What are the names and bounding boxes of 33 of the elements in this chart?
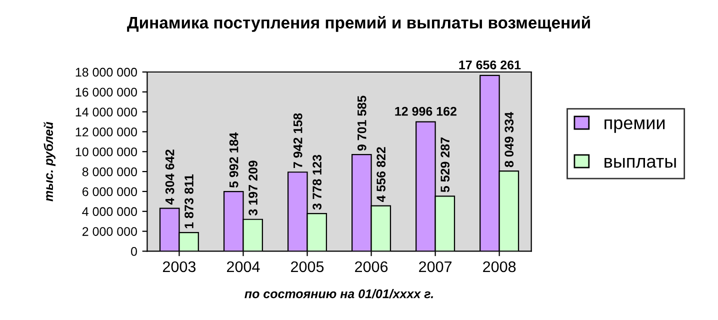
y-tick-label: 2 000 000 xyxy=(82,227,137,236)
data-label: 3 197 209 xyxy=(248,160,258,216)
x-tick-label: 2007 xyxy=(419,261,452,272)
chart-title: Динамика поступления премий и выплаты возмещений xyxy=(127,16,590,32)
y-tick-label: 16 000 000 xyxy=(76,88,137,97)
x-tick-label: 2005 xyxy=(291,261,324,272)
data-label: 17 656 261 xyxy=(459,60,521,70)
x-tick-label: 2003 xyxy=(162,261,196,272)
y-tick-label: 18 000 000 xyxy=(76,68,137,77)
data-label: 4 304 642 xyxy=(165,150,174,205)
data-label: 8 049 334 xyxy=(504,112,514,168)
x-tick-label: 2006 xyxy=(355,261,388,272)
y-tick-label: 12 000 000 xyxy=(76,128,137,136)
legend-label: премии xyxy=(604,119,665,133)
y-tick-label: 4 000 000 xyxy=(82,207,137,216)
x-tick-label: 2008 xyxy=(483,261,516,272)
y-axis-title: тыс. рублей xyxy=(44,122,56,202)
data-label: 5 529 287 xyxy=(440,138,450,192)
data-label: 9 701 585 xyxy=(357,96,366,151)
data-label: 5 992 184 xyxy=(229,132,238,188)
y-tick-label: 8 000 000 xyxy=(82,167,137,176)
x-tick-label: 2004 xyxy=(227,261,260,272)
data-label: 12 996 162 xyxy=(395,106,456,116)
legend-label: выплаты xyxy=(604,158,676,168)
data-label: 1 873 811 xyxy=(184,174,194,228)
y-tick-label: 0 xyxy=(131,247,137,256)
data-label: 3 778 123 xyxy=(312,154,322,210)
data-label: 4 556 822 xyxy=(376,147,386,202)
y-tick-label: 14 000 000 xyxy=(76,108,137,116)
data-label: 7 942 158 xyxy=(293,113,302,168)
x-axis-title: по состоянию на 01/01/xxxx г. xyxy=(244,289,434,298)
y-tick-label: 10 000 000 xyxy=(76,147,137,156)
y-tick-label: 6 000 000 xyxy=(82,187,137,196)
